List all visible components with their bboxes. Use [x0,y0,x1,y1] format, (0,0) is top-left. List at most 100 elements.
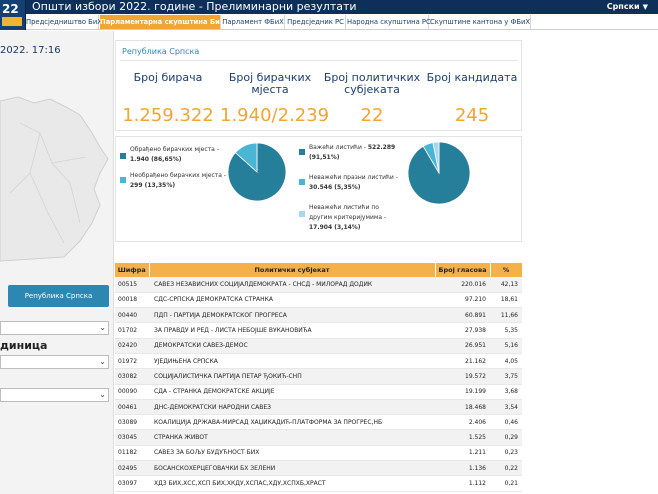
legend-other-label: Неважећи листићи по другим критеријумима… [309,204,387,221]
table-row[interactable]: 01702 ЗА ПРАВДУ И РЕД - ЛИСТА НЕБОЈШЕ ВУК… [115,322,522,339]
cell-votes: 1.136 [435,460,490,477]
cell-percent: 3,54 [490,399,522,416]
stat-title-voters: Број бирача [133,71,203,84]
language-selector[interactable]: Српски ▼ [607,0,648,14]
pie-slice-unprocessed[interactable] [234,142,258,173]
legend-blank: Неважећи празни листићи - 30.546 (5,35%) [309,173,404,193]
region-map[interactable] [0,93,112,263]
table-row[interactable]: 03045 СТРАНКА ЖИВОТ 1.525 0,29 [115,429,522,446]
page-title: Општи избори 2022. године - Прелиминарни… [32,0,357,13]
municipality-select[interactable]: ⌄ [0,321,109,335]
legend-processed-label: Обрађено бирачких мјеста - [130,146,219,153]
stat-value-voters: 1.259.322 [122,105,214,126]
legend-swatch-blank [299,179,305,185]
map-region [0,96,109,262]
cell-code: 03082 [115,368,149,385]
legend-valid: Важећи листићи - 522.289 (91,51%) [309,143,409,163]
cell-votes: 2.406 [435,414,490,431]
cell-votes: 1.525 [435,429,490,446]
table-row[interactable]: 01972 УЈЕДИЊЕНА СРПСКА 21.162 4,05 [115,353,522,370]
cell-code: 02420 [115,338,149,354]
cell-votes: 1.211 [435,445,490,462]
column-header-votes[interactable]: Број гласова [435,263,491,277]
cell-political-entity: ДНС-ДЕМОКРАТСКИ НАРОДНИ САВЕЗ [149,399,435,416]
cell-percent: 0,22 [490,460,522,477]
ballots-pie-chart[interactable] [407,141,471,205]
table-row[interactable]: 01182 САВЕЗ ЗА БОЉУ БУДУЋНОСТ БИХ 1.211 0,2… [115,445,522,462]
station-select[interactable]: ⌄ [0,388,109,402]
cell-percent: 0,23 [490,445,522,462]
cell-percent: 42,13 [490,277,522,293]
legend-swatch-unprocessed [120,177,126,183]
unit-select[interactable]: ⌄ [0,355,109,369]
table-row[interactable]: 03089 КОАЛИЦИЈА ДРЖАВА-МИРСАД ХАЏИКАДИЋ-П… [115,414,522,431]
election-logo[interactable]: 22 [0,0,26,30]
cell-code: 03045 [115,429,149,446]
cell-votes: 18.468 [435,399,490,416]
summary-card: Република Српска Број бирача 1.259.322 Б… [115,40,522,131]
cell-percent: 3,75 [490,368,522,385]
column-header-political-entity[interactable]: Политички субјекат [149,263,436,277]
table-row[interactable]: 00018 СДС-СРПСКА ДЕМОКРАТСКА СТРАНКА 97.21… [115,292,522,309]
cell-political-entity: ПДП - ПАРТИЈА ДЕМОКРАТСКОГ ПРОГРЕСА [149,307,435,324]
cell-code: 01702 [115,322,149,339]
column-header-code[interactable]: Шифра [115,263,150,277]
cell-votes: 220.016 [435,277,490,293]
legend-valid-value: 522.289 (91,51%) [309,144,396,161]
tab-national-assembly-rs[interactable]: Народна скупштина РС [347,15,431,29]
table-row[interactable]: 03097 ХДЗ БИХ,ХСС,ХСП БИХ,ХКДУ,ХСПАС,ХДУ,… [115,475,522,492]
table-row[interactable]: 00090 СДА - СТРАНКА ДЕМОКРАТСКЕ АКЦИЈЕ 19.… [115,384,522,400]
column-header-percent[interactable]: % [490,263,523,277]
chevron-down-icon: ▼ [642,3,648,11]
tab-presidency-bih[interactable]: Предсједништво БиХ [26,15,102,29]
legend-blank-value: 30.546 (5,35%) [309,184,361,191]
cell-political-entity: ЗА ПРАВДУ И РЕД - ЛИСТА НЕБОЈШЕ ВУКАНОВИ… [149,322,435,339]
cell-percent: 0,29 [490,429,522,446]
tab-cantonal-assemblies[interactable]: Скупштине кантона у ФБиХ [430,15,531,29]
unit-label: диница [0,339,48,352]
tab-parliament-fbih[interactable]: Парламент ФБиХ [222,15,285,29]
cell-votes: 60.891 [435,307,490,324]
table-row[interactable]: 00515 САВЕЗ НЕЗАВИСНИХ СОЦИЈАЛДЕМОКРАТА -… [115,277,522,293]
results-table: Шифра Политички субјекат Број гласова % … [115,263,523,492]
region-label: Република Српска [122,47,200,56]
cell-votes: 97.210 [435,292,490,309]
tab-parliamentary-assembly-bih[interactable]: Парламентарна скупштина БиХ [100,15,225,29]
stat-title-polling-stations: Број бирачких мјеста [228,71,312,96]
cell-political-entity: САВЕЗ НЕЗАВИСНИХ СОЦИЈАЛДЕМОКРАТА - СНСД… [149,277,435,293]
legend-other: Неважећи листићи по другим критеријумима… [309,203,399,233]
cell-percent: 0,46 [490,414,522,431]
legend-processed-value: 1.940 (86,65%) [130,156,182,163]
cell-political-entity: СОЦИЈАЛИСТИЧКА ПАРТИЈА ПЕТАР ЂОКИЋ-СНП [149,368,435,385]
cell-percent: 5,35 [490,322,522,339]
cell-votes: 1.112 [435,475,490,492]
legend-valid-label: Важећи листићи - [309,144,366,151]
cell-code: 02495 [115,460,149,477]
tab-president-rs[interactable]: Предсједник РС [286,15,346,29]
republika-srpska-button[interactable]: Република Српска [8,285,109,307]
cell-political-entity: ХДЗ БИХ,ХСС,ХСП БИХ,ХКДУ,ХСПАС,ХДУ,ХСПХБ… [149,475,435,492]
table-row[interactable]: 02495 БОСАНСКОХЕРЦЕГОВАЧКИ БХ ЗЕЛЕНИ 1.136… [115,460,522,477]
table-header-row: Шифра Политички субјекат Број гласова % [115,263,523,277]
cell-percent: 11,66 [490,307,522,324]
left-panel: 2022. 17:16 Република Српска ⌄ диница ⌄ … [0,31,114,494]
stat-value-candidates: 245 [454,105,490,126]
chevron-down-icon: ⌄ [99,323,106,332]
statistics-card: Обрађено бирачких мјеста - 1.940 (86,65%)… [115,136,522,242]
cell-percent: 4,05 [490,353,522,370]
update-datetime: 2022. 17:16 [0,45,61,56]
stat-value-political-entities: 22 [360,105,384,126]
tab-bar: Предсједништво БиХ Парламентарна скупшти… [26,14,658,30]
map-borders [9,122,87,244]
pie-slice-other[interactable] [432,141,440,174]
cell-political-entity: КОАЛИЦИЈА ДРЖАВА-МИРСАД ХАЏИКАДИЋ-ПЛАТФО… [149,414,435,431]
cell-votes: 19.199 [435,384,490,400]
table-row[interactable]: 02420 ДЕМОКРАТСКИ САВЕЗ-ДЕМОС 26.951 5,16 [115,338,522,354]
chevron-down-icon: ⌄ [99,390,106,399]
table-row[interactable]: 00440 ПДП - ПАРТИЈА ДЕМОКРАТСКОГ ПРОГРЕСА… [115,307,522,324]
table-row[interactable]: 03082 СОЦИЈАЛИСТИЧКА ПАРТИЈА ПЕТАР ЂОКИЋ-… [115,368,522,385]
polling-stations-pie-chart[interactable] [227,142,287,202]
table-row[interactable]: 00461 ДНС-ДЕМОКРАТСКИ НАРОДНИ САВЕЗ 18.468… [115,399,522,416]
cell-code: 03089 [115,414,149,431]
legend-processed: Обрађено бирачких мјеста - 1.940 (86,65%) [130,145,242,165]
